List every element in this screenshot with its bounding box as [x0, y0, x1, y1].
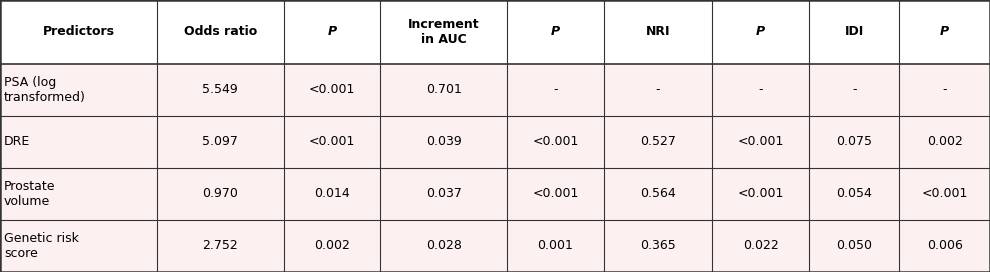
- Text: P: P: [756, 26, 765, 38]
- Text: Prostate
volume: Prostate volume: [4, 180, 55, 208]
- Text: PSA (log
transformed): PSA (log transformed): [4, 76, 86, 104]
- Text: 0.050: 0.050: [837, 239, 872, 252]
- Text: 0.564: 0.564: [641, 187, 676, 200]
- Text: P: P: [328, 26, 337, 38]
- Text: -: -: [758, 84, 763, 97]
- Text: 0.075: 0.075: [837, 135, 872, 149]
- Text: 0.028: 0.028: [426, 239, 461, 252]
- Text: NRI: NRI: [645, 26, 670, 38]
- Text: IDI: IDI: [844, 26, 864, 38]
- Bar: [0, 64, 990, 116]
- Bar: [0, 0, 990, 64]
- Text: 5.097: 5.097: [202, 135, 239, 149]
- Text: 0.002: 0.002: [314, 239, 349, 252]
- Text: 0.014: 0.014: [314, 187, 349, 200]
- Bar: [0, 116, 990, 168]
- Text: DRE: DRE: [4, 135, 31, 149]
- Text: <0.001: <0.001: [922, 187, 968, 200]
- Text: P: P: [550, 26, 560, 38]
- Text: 2.752: 2.752: [203, 239, 239, 252]
- Text: 0.054: 0.054: [837, 187, 872, 200]
- Bar: [0, 168, 990, 220]
- Text: <0.001: <0.001: [309, 84, 355, 97]
- Text: 0.006: 0.006: [927, 239, 962, 252]
- Text: 0.527: 0.527: [641, 135, 676, 149]
- Text: 0.002: 0.002: [927, 135, 962, 149]
- Text: 0.970: 0.970: [202, 187, 239, 200]
- Text: 0.037: 0.037: [426, 187, 461, 200]
- Text: <0.001: <0.001: [533, 135, 578, 149]
- Text: 0.022: 0.022: [742, 239, 778, 252]
- Bar: [0, 220, 990, 272]
- Text: <0.001: <0.001: [738, 187, 784, 200]
- Text: 5.549: 5.549: [203, 84, 239, 97]
- Text: 0.701: 0.701: [426, 84, 461, 97]
- Text: -: -: [852, 84, 856, 97]
- Text: 0.365: 0.365: [641, 239, 676, 252]
- Text: <0.001: <0.001: [738, 135, 784, 149]
- Text: 0.039: 0.039: [426, 135, 461, 149]
- Text: Increment
in AUC: Increment in AUC: [408, 18, 479, 46]
- Text: -: -: [655, 84, 660, 97]
- Text: <0.001: <0.001: [533, 187, 578, 200]
- Text: <0.001: <0.001: [309, 135, 355, 149]
- Text: -: -: [553, 84, 557, 97]
- Text: Odds ratio: Odds ratio: [184, 26, 257, 38]
- Text: P: P: [940, 26, 949, 38]
- Text: Genetic risk
score: Genetic risk score: [4, 232, 79, 260]
- Text: Predictors: Predictors: [43, 26, 115, 38]
- Text: 0.001: 0.001: [538, 239, 573, 252]
- Text: -: -: [942, 84, 947, 97]
